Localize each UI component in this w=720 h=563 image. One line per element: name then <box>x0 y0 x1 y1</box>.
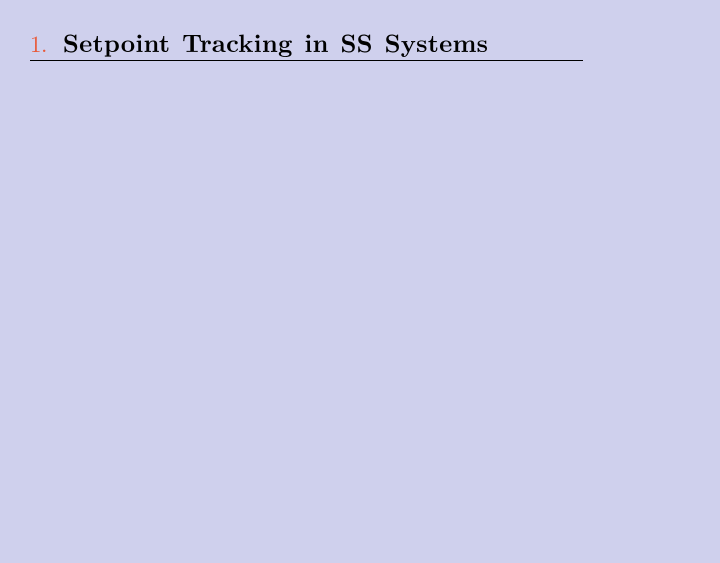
slide-container: 1. Setpoint Tracking in SS Systems <box>0 0 720 563</box>
section-header: 1. Setpoint Tracking in SS Systems <box>30 25 583 61</box>
section-title: Setpoint Tracking in SS Systems <box>63 25 488 60</box>
section-number: 1. <box>30 26 47 59</box>
